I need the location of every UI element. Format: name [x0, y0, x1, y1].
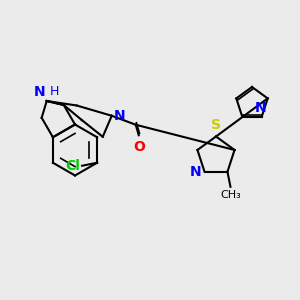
- Text: S: S: [211, 118, 221, 132]
- Text: N: N: [190, 165, 202, 179]
- Text: N: N: [114, 109, 126, 123]
- Text: O: O: [133, 140, 145, 154]
- Text: Cl: Cl: [66, 159, 81, 173]
- Text: N: N: [34, 85, 45, 100]
- Text: H: H: [50, 85, 59, 98]
- Text: CH₃: CH₃: [220, 190, 241, 200]
- Text: N: N: [255, 101, 266, 116]
